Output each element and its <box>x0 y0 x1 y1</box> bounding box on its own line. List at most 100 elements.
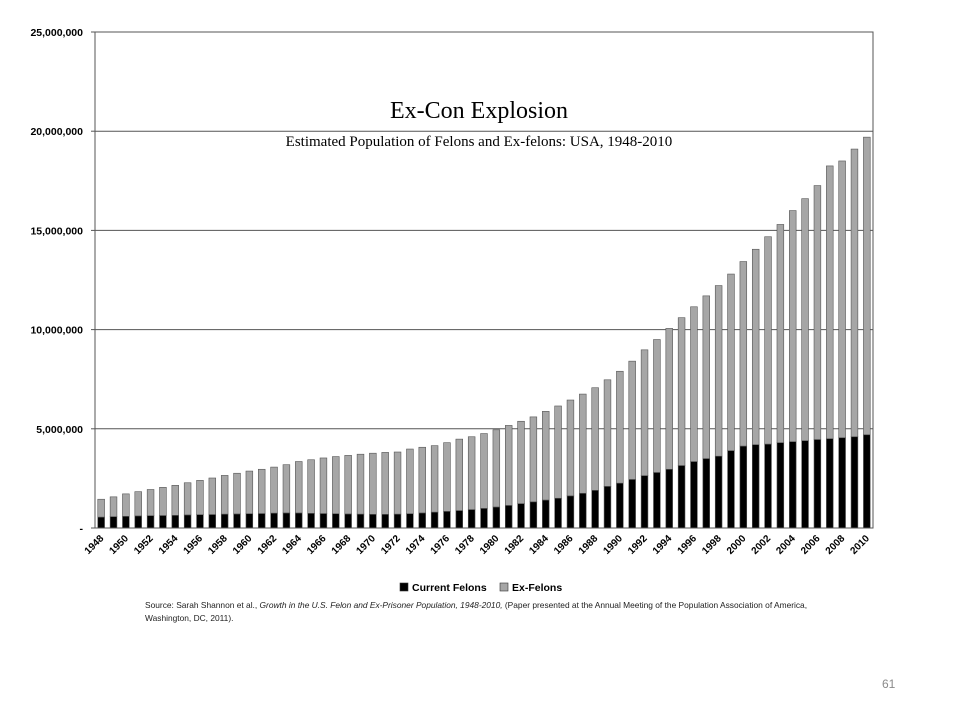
bar-ex-felons <box>616 370 624 484</box>
bar-current-felons <box>282 512 291 529</box>
bar-ex-felons <box>258 468 266 514</box>
bar-current-felons <box>542 499 550 529</box>
bar-current-felons <box>566 495 575 529</box>
bar-ex-felons <box>443 442 451 512</box>
bar-ex-felons <box>295 461 303 514</box>
bars <box>97 136 871 529</box>
bar-current-felons <box>863 434 871 529</box>
bar-ex-felons <box>727 273 735 451</box>
bar-ex-felons <box>270 466 278 514</box>
x-tick-label: 1986 <box>552 533 576 557</box>
bar-current-felons <box>208 514 217 529</box>
bar-ex-felons <box>739 261 748 447</box>
bar-ex-felons <box>838 160 846 439</box>
x-tick-label: 1948 <box>83 533 107 557</box>
bar-ex-felons <box>393 451 402 515</box>
plot-frame <box>94 31 874 529</box>
bar-ex-felons <box>714 285 723 457</box>
bar-ex-felons <box>109 496 118 517</box>
bar-current-felons <box>171 514 179 529</box>
y-tick-label: 20,000,000 <box>30 126 83 138</box>
bar-ex-felons <box>640 349 649 476</box>
bar-current-felons <box>270 512 278 529</box>
bar-ex-felons <box>307 459 315 514</box>
bar-current-felons <box>529 501 538 529</box>
legend: Current Felons Ex-Felons <box>399 582 562 594</box>
bar-current-felons <box>122 515 130 529</box>
x-tick-label: 1978 <box>453 533 477 557</box>
x-tick-label: 2004 <box>774 533 798 557</box>
x-tick-label: 2006 <box>799 533 823 557</box>
bar-current-felons <box>640 475 649 529</box>
bar-ex-felons <box>690 306 698 462</box>
x-tick-label: 1964 <box>280 533 304 557</box>
bar-current-felons <box>258 513 266 529</box>
x-tick-label: 1962 <box>256 533 280 557</box>
bar-ex-felons <box>554 405 562 499</box>
bar-ex-felons <box>196 480 204 516</box>
x-tick-label: 1976 <box>429 533 453 557</box>
y-tick-label: 25,000,000 <box>30 27 83 39</box>
bar-ex-felons <box>492 429 501 508</box>
source-note-suffix: (Paper presented at the Annual Meeting o… <box>145 600 808 623</box>
bar-current-felons <box>591 489 599 529</box>
source-note-prefix: Source: Sarah Shannon et al., <box>145 600 260 610</box>
bar-ex-felons <box>813 185 822 440</box>
bar-current-felons <box>393 513 402 529</box>
x-tick-label: 2002 <box>750 533 774 557</box>
y-tick-labels: - 5,000,000 10,000,000 15,000,000 20,000,000… <box>30 27 83 535</box>
bar-ex-felons <box>282 464 291 514</box>
bar-current-felons <box>480 508 488 529</box>
bar-current-felons <box>739 445 748 529</box>
axes <box>91 31 874 529</box>
bar-ex-felons <box>183 482 192 516</box>
bar-ex-felons <box>220 475 229 515</box>
bar-ex-felons <box>406 448 414 515</box>
bar-current-felons <box>356 513 365 529</box>
bar-current-felons <box>813 439 822 529</box>
x-tick-label: 1952 <box>132 533 156 557</box>
bar-ex-felons <box>122 493 130 517</box>
x-tick-labels: 1948 1950 1952 1954 1956 1958 1960 1962 1964 1966… <box>83 533 872 557</box>
legend-label-ex-felons: Ex-Felons <box>512 582 562 594</box>
x-tick-label: 1990 <box>601 533 625 557</box>
bar-ex-felons <box>319 457 328 514</box>
bar-current-felons <box>603 486 612 529</box>
source-note-title: Growth in the U.S. Felon and Ex-Prisoner… <box>259 600 503 610</box>
chart-title: Ex-Con Explosion <box>390 98 568 124</box>
bar-current-felons <box>109 516 118 529</box>
bar-current-felons <box>751 444 760 529</box>
bar-current-felons <box>159 515 167 529</box>
bar-ex-felons <box>97 498 105 518</box>
bar-ex-felons <box>776 224 785 443</box>
bar-current-felons <box>714 455 723 529</box>
x-tick-label: 2000 <box>725 533 749 557</box>
x-tick-label: 1994 <box>651 533 675 557</box>
x-tick-label: 2010 <box>848 533 872 557</box>
x-tick-label: 1972 <box>379 533 403 557</box>
y-tick-label: - <box>80 523 84 535</box>
bar-ex-felons <box>369 452 377 515</box>
bar-ex-felons <box>430 445 439 513</box>
bar-current-felons <box>665 468 673 529</box>
bar-ex-felons <box>579 393 587 494</box>
bar-current-felons <box>455 510 464 529</box>
page-number: 61 <box>882 677 896 691</box>
bar-ex-felons <box>591 387 599 491</box>
bar-current-felons <box>307 513 315 529</box>
y-tick-label: 5,000,000 <box>36 424 83 436</box>
bar-current-felons <box>776 442 785 529</box>
legend-swatch-current-felons <box>399 582 409 592</box>
bar-current-felons <box>332 513 340 529</box>
x-tick-label: 1998 <box>700 533 724 557</box>
bar-ex-felons <box>344 455 352 515</box>
bar-ex-felons <box>826 165 834 440</box>
bar-current-felons <box>381 514 389 529</box>
x-tick-label: 1970 <box>354 533 378 557</box>
bar-current-felons <box>418 512 426 529</box>
bar-ex-felons <box>801 198 809 442</box>
bar-ex-felons <box>356 453 365 515</box>
bar-current-felons <box>430 511 439 529</box>
x-tick-label: 1992 <box>626 533 650 557</box>
